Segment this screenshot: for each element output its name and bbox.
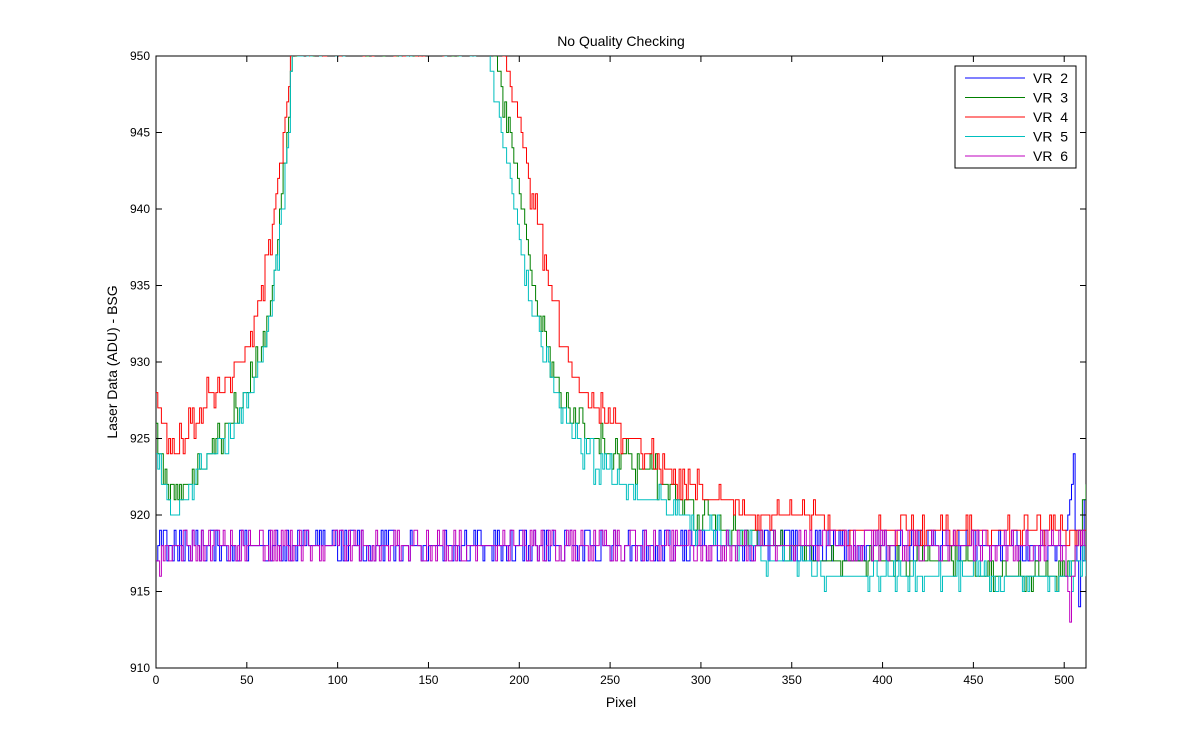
x-tick-label: 400 — [873, 673, 893, 687]
series-line-2 — [156, 56, 1086, 592]
axes-layer: 0 50 100 150 200 250 300 350 400 450 500 910 915 920 9… — [130, 49, 1086, 687]
y-tick-label: 945 — [130, 126, 150, 140]
legend-label: VR 4 — [1033, 109, 1068, 125]
series-line-4 — [156, 56, 1086, 592]
y-tick-label: 925 — [130, 432, 150, 446]
y-axis-label: Laser Data (ADU) - BSG — [104, 285, 120, 438]
x-tick-label: 450 — [963, 673, 983, 687]
y-tick-label: 930 — [130, 355, 150, 369]
x-tick-label: 0 — [153, 673, 160, 687]
x-tick-label: 150 — [418, 673, 438, 687]
x-axis-label: Pixel — [606, 694, 636, 710]
y-tick-label: 920 — [130, 508, 150, 522]
legend-label: VR 3 — [1033, 90, 1068, 106]
x-tick-label: 100 — [328, 673, 348, 687]
chart-title: No Quality Checking — [557, 33, 685, 49]
legend-label: VR 5 — [1033, 129, 1068, 145]
y-tick-label: 940 — [130, 202, 150, 216]
x-tick-label: 200 — [509, 673, 529, 687]
y-tick-label: 910 — [130, 661, 150, 675]
y-tick-label: 950 — [130, 49, 150, 63]
x-tick-label: 50 — [240, 673, 254, 687]
y-tick-label: 935 — [130, 279, 150, 293]
legend-label: VR 2 — [1033, 70, 1068, 86]
series-layer — [156, 56, 1086, 623]
x-tick-label: 250 — [600, 673, 620, 687]
plot-area — [155, 55, 1087, 669]
x-tick-label: 500 — [1054, 673, 1074, 687]
x-tick-label: 350 — [782, 673, 802, 687]
series-line-5 — [156, 529, 1086, 623]
legend-label: VR 6 — [1033, 148, 1068, 164]
x-tick-label: 300 — [691, 673, 711, 687]
legend: VR 2 VR 3 VR 4 VR 5 VR 6 — [954, 65, 1077, 169]
y-tick-label: 915 — [130, 585, 150, 599]
